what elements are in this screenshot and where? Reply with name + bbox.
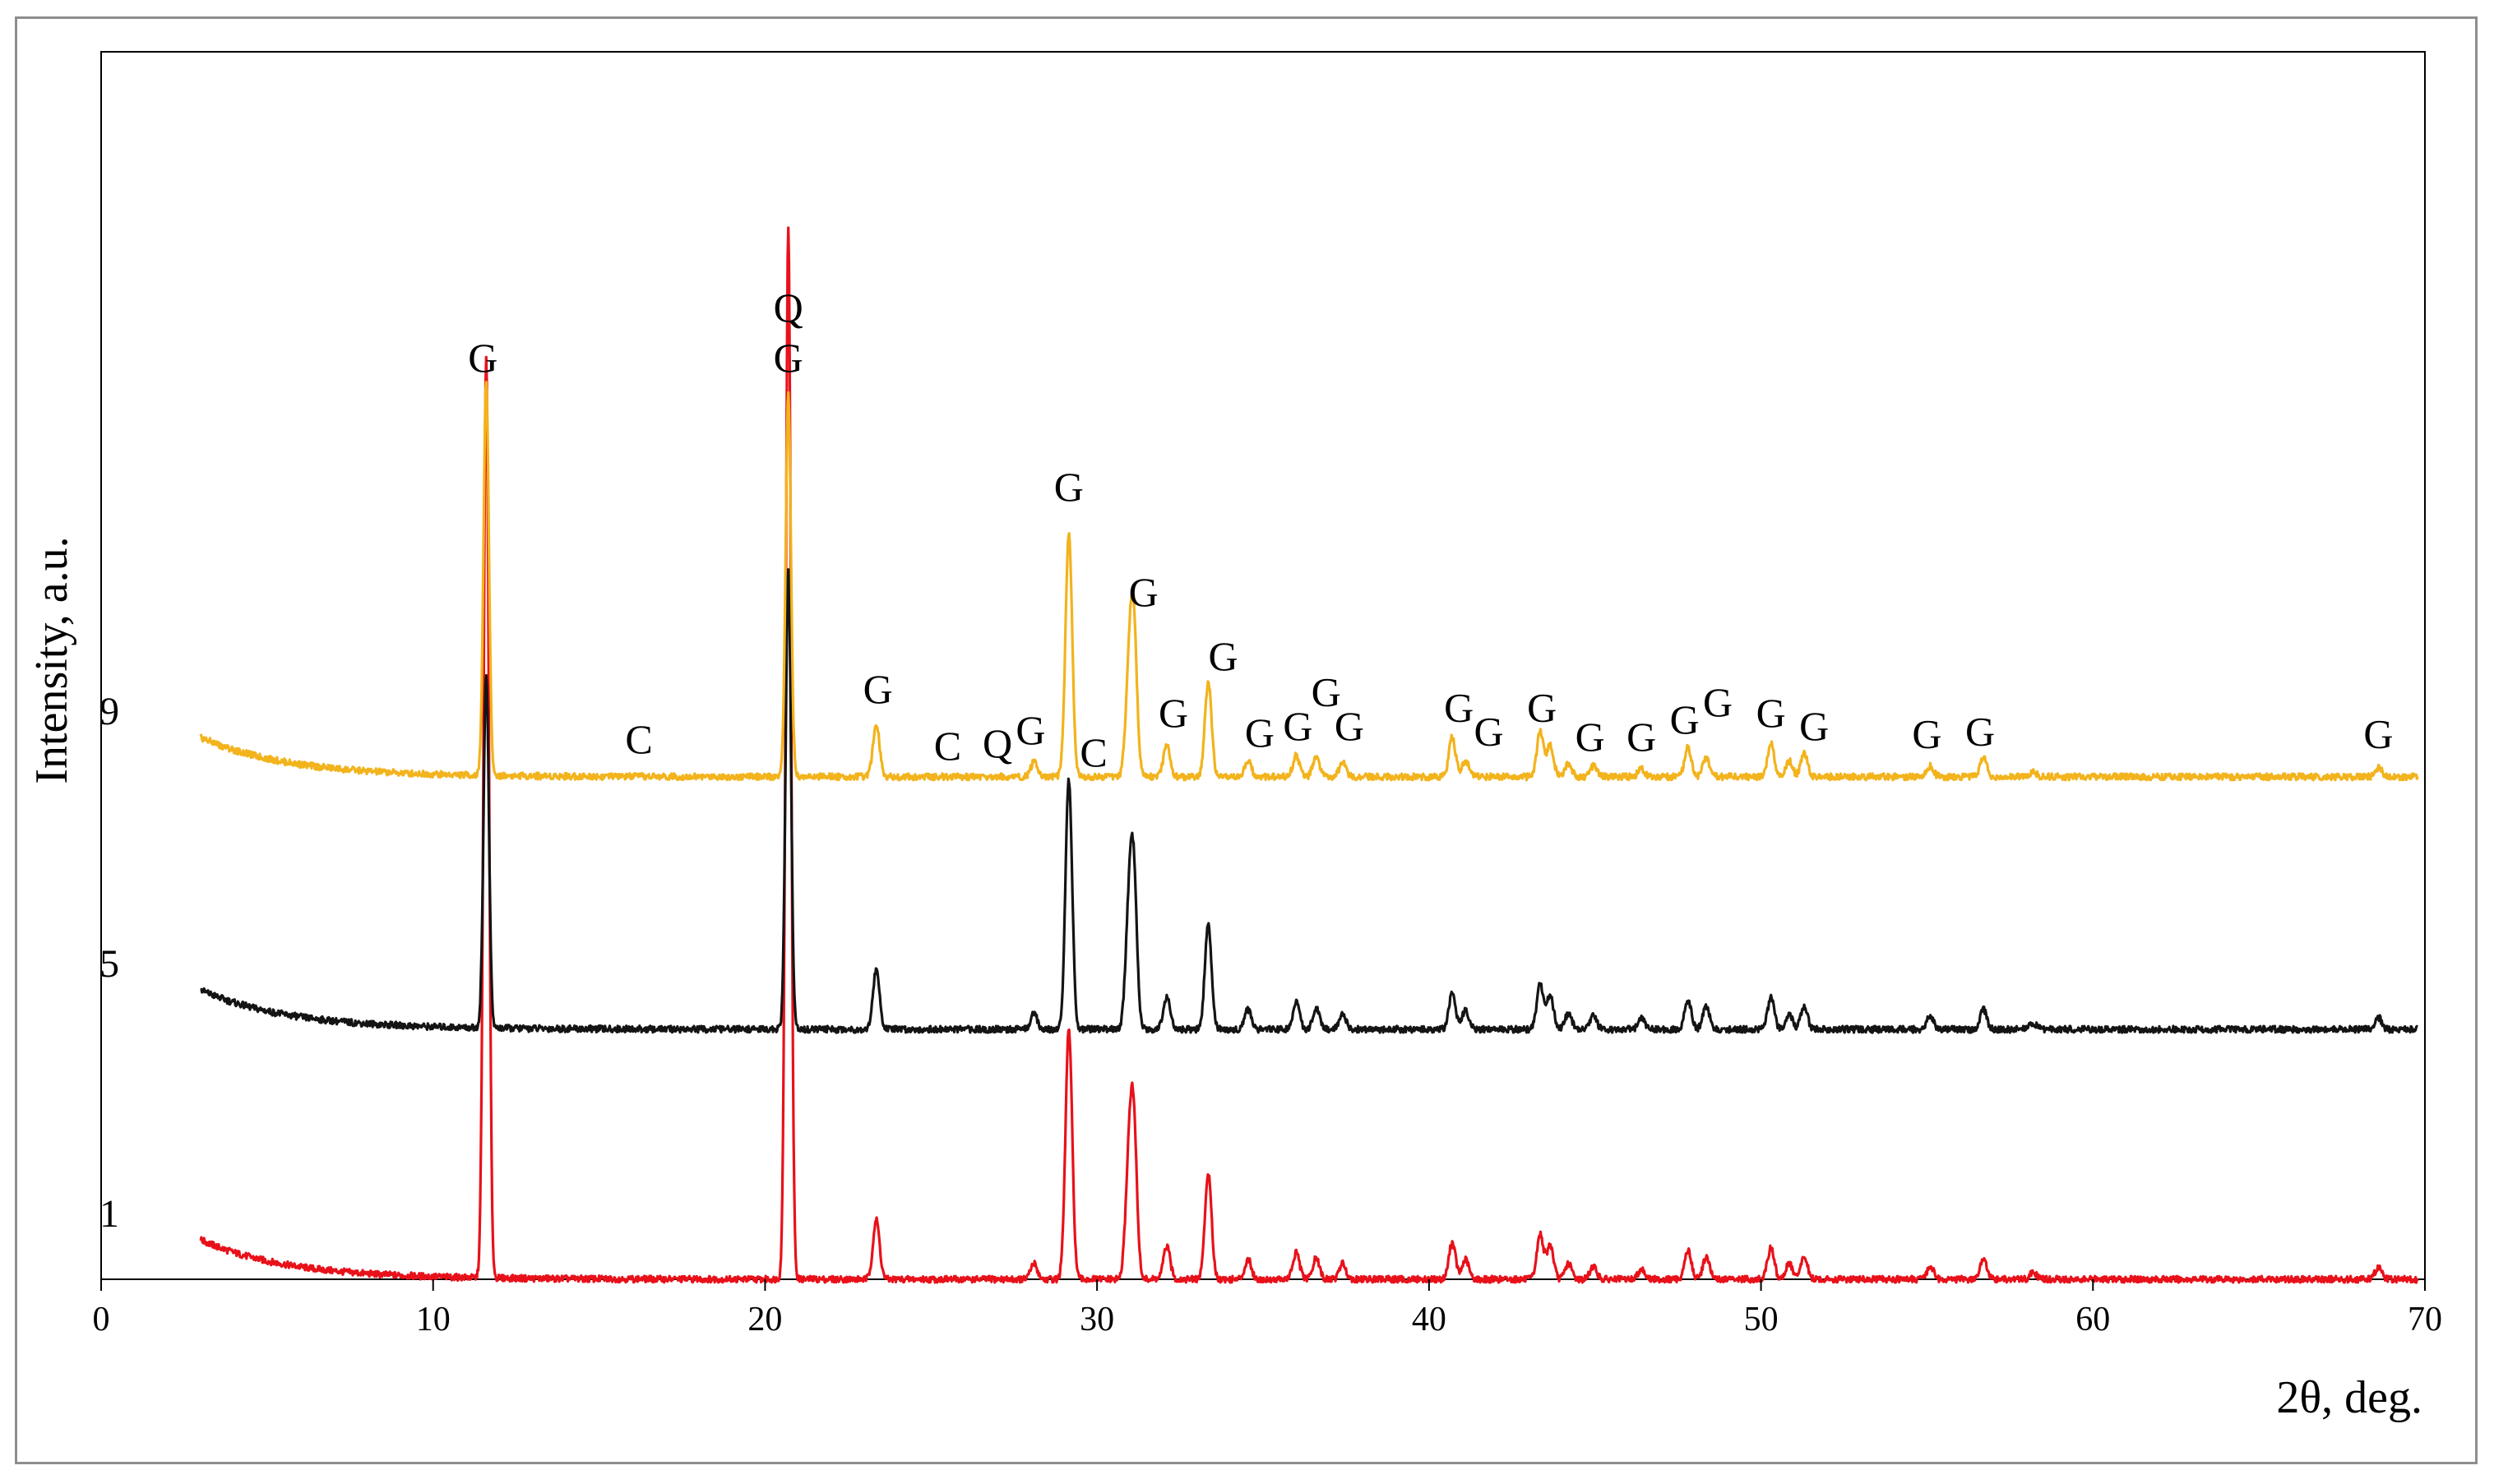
x-tick-label: 30: [1080, 1301, 1114, 1338]
peak-annotation: G: [1245, 710, 1275, 756]
peak-annotation: Q: [983, 720, 1012, 766]
peak-annotation: C: [625, 716, 652, 762]
series-label-layer: 1 5 9: [99, 690, 119, 1236]
x-tick-label: 20: [747, 1301, 782, 1338]
peak-annotation: G: [1703, 679, 1733, 725]
peak-annotation: G: [1527, 685, 1557, 731]
x-axis-ticks: 0 10 20 30 40 50 60 70: [93, 1279, 2442, 1338]
y-axis-title: Intensity, a.u.: [26, 536, 77, 784]
peak-annotation: Q: [774, 284, 803, 331]
peak-annotation: G: [1159, 690, 1188, 736]
peak-annotation: G: [1016, 707, 1045, 753]
peak-annotation: C: [934, 723, 961, 769]
peak-annotation: G: [1965, 708, 1995, 754]
x-axis-title: 2θ, deg.: [2276, 1372, 2422, 1423]
peak-annotation: G: [1670, 696, 1700, 742]
series-layer: [199, 226, 2419, 1284]
peak-annotation: G: [1312, 668, 1341, 714]
series-label-9: 9: [99, 690, 119, 733]
peak-annotation: G: [468, 335, 497, 381]
peak-annotation: G: [1799, 703, 1829, 749]
peak-annotation: C: [1080, 729, 1107, 775]
series-line-1: [199, 226, 2419, 1284]
peak-annotation: G: [1283, 703, 1312, 749]
peak-annotation: G: [1335, 703, 1364, 749]
series-label-1: 1: [99, 1192, 119, 1236]
peak-annotation: G: [1756, 690, 1786, 736]
peak-annotation: G: [2363, 711, 2393, 757]
x-tick-label: 50: [1744, 1301, 1779, 1338]
peak-annotation: G: [774, 335, 803, 381]
x-tick-label: 0: [93, 1301, 110, 1338]
series-line-5: [200, 568, 2418, 1034]
peak-annotation: G: [1444, 685, 1474, 731]
x-tick-label: 40: [1412, 1301, 1446, 1338]
x-tick-label: 10: [416, 1301, 451, 1338]
peak-annotation: G: [1474, 708, 1503, 754]
x-tick-label: 70: [2408, 1301, 2442, 1338]
plot-area: [100, 51, 2426, 1280]
peak-annotation: G: [1208, 633, 1238, 679]
series-line-9: [199, 381, 2419, 782]
peak-annotation: G: [1576, 714, 1605, 760]
peak-annotation: G: [1129, 569, 1159, 615]
peak-annotation: G: [1054, 464, 1084, 510]
peak-annotation: G: [1626, 714, 1656, 760]
peak-annotation: G: [1912, 711, 1941, 757]
x-tick-label: 60: [2075, 1301, 2110, 1338]
peak-annotation: G: [863, 666, 893, 712]
series-label-5: 5: [99, 942, 119, 986]
